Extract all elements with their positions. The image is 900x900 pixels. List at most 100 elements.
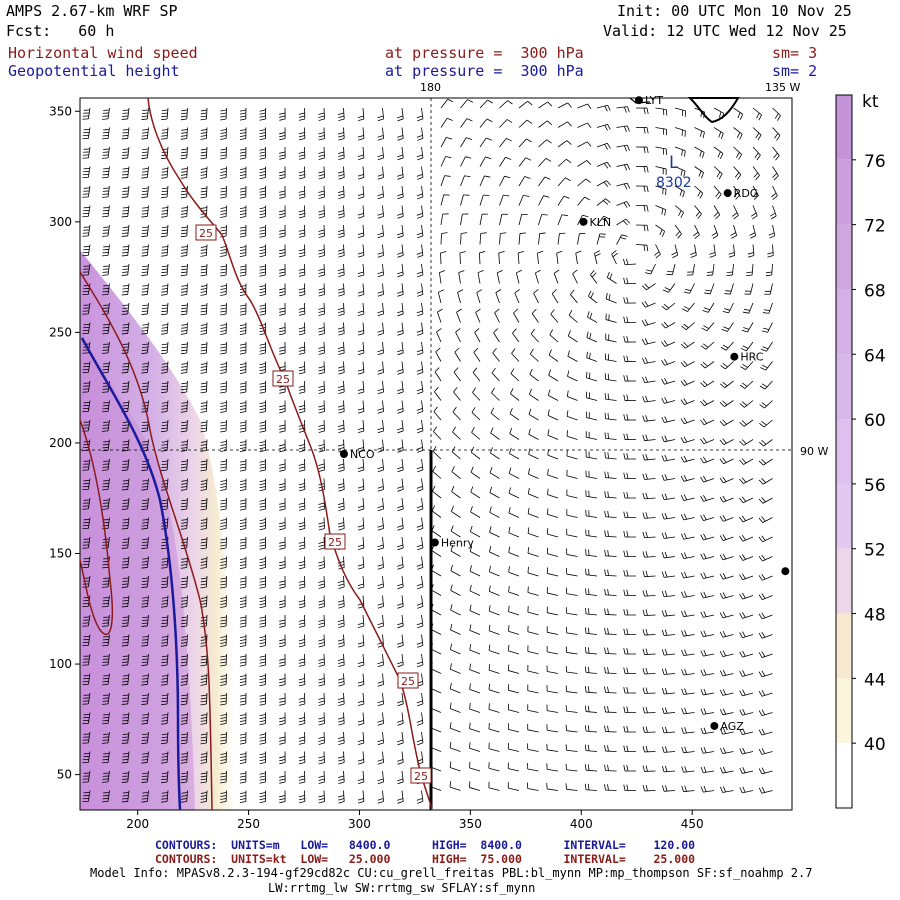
wind-barb-feather [259, 447, 266, 450]
wind-barb-feather [417, 255, 424, 258]
wind-barb-feather [703, 785, 707, 792]
wind-barb [401, 244, 404, 256]
wind-barb-feather [161, 742, 168, 745]
wind-barb-feather [563, 195, 570, 199]
wind-barb [722, 712, 734, 716]
wind-barb [707, 302, 715, 313]
wind-barb-feather [700, 534, 704, 541]
wind-barb-feather [607, 124, 611, 130]
wind-barb-feather [358, 352, 365, 356]
wind-barb-feather [122, 795, 129, 797]
wind-barb [489, 512, 500, 518]
wind-barb-feather [279, 391, 286, 394]
wind-barb-feather [644, 272, 651, 275]
colorbar-label: 40 [864, 735, 886, 755]
wind-barb [453, 371, 461, 382]
wind-barb-feather [338, 525, 345, 528]
wind-barb-feather [200, 385, 207, 388]
wind-barb-feather [318, 580, 325, 583]
wind-barb [566, 593, 578, 596]
wind-barb [147, 497, 149, 509]
wind-barb-feather [121, 138, 128, 140]
wind-barb-feather [181, 460, 188, 463]
wind-barb-feather [200, 193, 207, 196]
wind-barb [186, 439, 188, 451]
wind-barb-feather [761, 535, 766, 541]
wind-barb [476, 292, 481, 304]
wind-barb-feather [122, 694, 129, 696]
wind-barb [703, 595, 715, 599]
wind-barb [469, 787, 481, 791]
wind-barb-feather [623, 765, 626, 772]
wind-barb [586, 436, 598, 440]
wind-barb [421, 380, 424, 392]
wind-barb [538, 158, 547, 167]
wind-barb-feather [239, 138, 246, 141]
wind-barb-feather [161, 736, 168, 739]
wind-barb-feather [679, 189, 683, 196]
wind-barb [605, 359, 617, 362]
wind-speed-shading-core [80, 330, 195, 810]
wind-barb-feather [180, 681, 188, 683]
station-label: KLN [590, 216, 612, 229]
wind-barb [450, 629, 461, 635]
wind-barb-feather [259, 528, 266, 531]
wind-barb [206, 146, 208, 159]
wind-barb [401, 322, 404, 334]
wind-barb [362, 790, 365, 802]
wind-barb [186, 127, 188, 139]
wind-barb-feather [200, 157, 207, 160]
wind-barb-feather [607, 764, 609, 771]
wind-barb-feather [259, 196, 266, 199]
wind-barb-feather [627, 106, 630, 113]
wind-barb [206, 614, 208, 627]
wind-barb-feather [239, 714, 247, 717]
wind-barb-feather [397, 567, 404, 570]
wind-barb-feather [161, 265, 168, 268]
wind-barb-feather [298, 174, 305, 177]
wind-barb-feather [200, 603, 207, 605]
wind-barb [664, 419, 676, 423]
model-title: AMPS 2.67-km WRF SP [6, 2, 178, 20]
wind-barb-feather [161, 463, 168, 466]
wind-barb [401, 400, 404, 412]
wind-barb [508, 768, 520, 772]
wind-barb-feather [122, 792, 129, 794]
wind-barb-feather [318, 366, 325, 369]
wind-barb [107, 205, 110, 217]
wind-barb-feather [161, 135, 168, 137]
wind-barb-feather [279, 645, 286, 648]
wind-barb [362, 322, 365, 334]
wind-barb-feather [259, 525, 266, 528]
wind-barb [596, 142, 608, 148]
wind-barb-feather [161, 600, 168, 602]
wind-barb-feather [161, 129, 168, 131]
wind-barb [401, 536, 404, 548]
wind-barb-feather [717, 151, 721, 158]
wind-barb-feather [161, 210, 168, 212]
wind-barb-feather [661, 436, 665, 442]
wind-barb [586, 730, 598, 733]
wind-barb-feather [588, 627, 590, 634]
wind-barb-feather [397, 625, 404, 629]
wind-barb-feather [200, 112, 207, 115]
wind-barb-feather [318, 502, 325, 505]
wind-barb-feather [161, 430, 168, 433]
wind-barb-feather [239, 324, 247, 327]
wind-barb [382, 419, 384, 431]
wind-barb-feather [661, 649, 665, 656]
wind-barb-feather [200, 288, 207, 290]
wind-barb [186, 341, 188, 354]
wind-barb-feather [181, 655, 188, 658]
wind-barb-feather [298, 190, 305, 193]
wind-barb-feather [318, 739, 325, 742]
wind-barb-feather [645, 784, 648, 791]
wind-barb-feather [417, 801, 424, 804]
wind-barb-feather [161, 327, 168, 329]
wind-barb-feather [279, 294, 286, 297]
wind-barb [147, 439, 149, 451]
wind-barb [421, 400, 424, 412]
wind-barb-feather [200, 508, 207, 511]
wind-barb-feather [508, 507, 511, 514]
wind-barb [382, 361, 384, 373]
